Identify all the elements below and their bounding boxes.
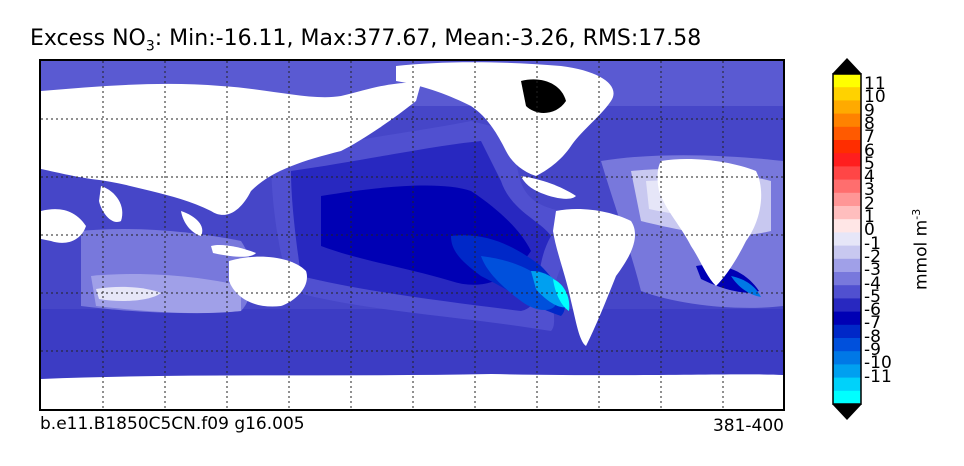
colorbar-tick-label: 7 (864, 127, 875, 148)
colorbar-cell (833, 179, 861, 194)
colorbar-tick-label: -9 (864, 340, 881, 360)
colorbar-label-exponent: -3 (910, 208, 923, 220)
colorbar-cell (833, 364, 861, 379)
colorbar-cell (833, 272, 861, 286)
colorbar-tick-label: 2 (864, 193, 875, 214)
colorbar-cell (833, 74, 861, 88)
colorbar-cell (833, 390, 861, 405)
colorbar-tick-label: -11 (864, 366, 892, 387)
map-canvas (41, 61, 783, 409)
colorbar-tick-label: 4 (864, 167, 875, 188)
colorbar-tick-label: -4 (864, 273, 881, 294)
colorbar-label-units: mmol m (911, 219, 932, 290)
colorbar-tick-label: -3 (864, 260, 881, 281)
india (99, 186, 123, 222)
colorbar-cell (833, 377, 861, 392)
colorbar-cell (833, 338, 861, 352)
colorbar-cell (833, 219, 861, 233)
colorbar-frame (832, 73, 862, 405)
colorbar-cell (833, 245, 861, 260)
colorbar (832, 58, 862, 420)
colorbar-cell (833, 206, 861, 220)
colorbar-cell (833, 113, 861, 128)
indian-band-2 (91, 274, 241, 314)
colorbar-tick-label: 5 (864, 153, 875, 174)
colorbar-tick-label: 10 (864, 87, 886, 108)
colorbar-cell (833, 126, 861, 141)
colorbar-cell (833, 311, 861, 326)
colorbar-tick-label: -7 (864, 313, 881, 334)
global-map (39, 59, 785, 411)
colorbar-tick-label: 0 (864, 220, 875, 241)
colorbar-cells (833, 74, 861, 405)
colorbar-cell (833, 192, 861, 207)
colorbar-tick-label: 11 (864, 74, 886, 94)
africa (657, 159, 762, 286)
indian-band-3 (96, 286, 161, 301)
colorbar-cell (833, 285, 861, 299)
colorbar-tick-label: 8 (864, 113, 875, 134)
australia (229, 256, 307, 307)
colorbar-tick-label: 1 (864, 207, 875, 227)
colorbar-cell (833, 258, 861, 273)
eurasia (41, 82, 421, 215)
title-stats: : Min:-16.11, Max:377.67, Mean:-3.26, RM… (154, 26, 702, 51)
indonesia (211, 244, 256, 257)
colorbar-cell (833, 298, 861, 313)
colorbar-cell (833, 232, 861, 247)
antarctica (41, 374, 783, 409)
colorbar-cell (833, 153, 861, 167)
south-america (553, 209, 636, 346)
colorbar-label: mmol m-3 (910, 209, 932, 290)
central-america (521, 176, 576, 199)
case-identifier: b.e11.B1850C5CN.f09 g16.005 (40, 414, 305, 434)
title-variable: Excess NO (30, 26, 146, 51)
colorbar-tick-label: 6 (864, 140, 875, 161)
pacific-band-5 (481, 256, 557, 311)
graticule (41, 61, 783, 409)
benguela-core (731, 276, 761, 297)
colorbar-cell (833, 100, 861, 115)
colorbar-tick-label: -5 (864, 286, 881, 307)
colorbar-cell (833, 140, 861, 154)
colorbar-cell (833, 351, 861, 365)
colorbar-tick-label: -2 (864, 246, 881, 267)
peru-upwelling-core (553, 279, 570, 311)
colorbar-tick-label: -6 (864, 300, 881, 321)
colorbar-cell (833, 87, 861, 101)
colorbar-cell (833, 166, 861, 181)
colorbar-tick-label: -8 (864, 326, 881, 347)
arabia (41, 209, 86, 243)
plot-title: Excess NO3: Min:-16.11, Max:377.67, Mean… (30, 26, 701, 54)
se-asia (181, 211, 203, 236)
title-subscript: 3 (145, 38, 155, 55)
colorbar-min-arrow (832, 404, 862, 420)
greenland-shadow (521, 79, 566, 113)
year-range: 381-400 (712, 416, 784, 436)
colorbar-tick-label: 9 (864, 100, 875, 121)
colorbar-max-arrow (832, 58, 862, 74)
colorbar-tick-label: 3 (864, 180, 875, 201)
colorbar-tick-label: -10 (864, 353, 892, 374)
colorbar-tick-label: -1 (864, 233, 881, 254)
colorbar-cell (833, 324, 861, 339)
